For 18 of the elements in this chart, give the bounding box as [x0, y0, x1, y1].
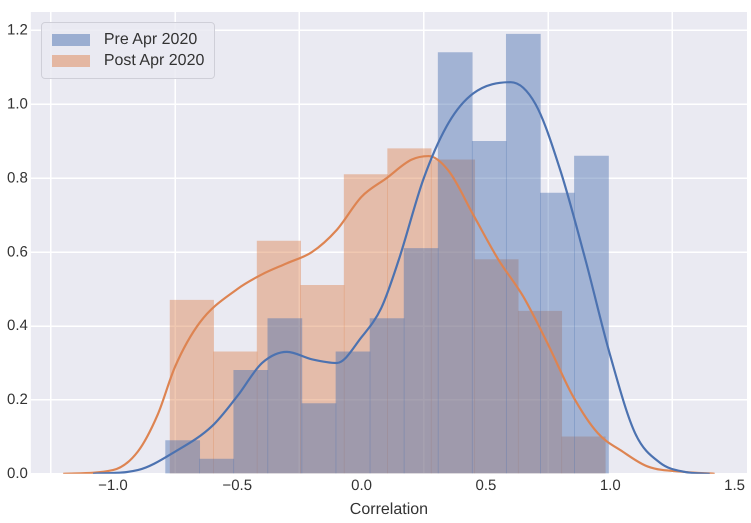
x-tick-label: 1.5: [724, 476, 745, 494]
line-series: [92, 81, 711, 474]
y-tick-label: 1.0: [6, 96, 28, 112]
line-series: [62, 154, 716, 474]
x-tick-label: −0.5: [222, 476, 252, 494]
x-tick-label: 1.0: [600, 476, 621, 494]
legend-label: Pre Apr 2020: [104, 31, 198, 49]
x-tick-label: 0.0: [351, 476, 372, 494]
x-axis-title: Correlation: [350, 500, 428, 518]
x-tick-label: −1.0: [98, 476, 128, 494]
y-tick-label: 0.6: [6, 243, 28, 260]
y-tick-label: 0.8: [6, 169, 28, 186]
y-tick-label: 0.0: [6, 464, 28, 482]
y-tick-label: 1.2: [6, 22, 28, 39]
y-tick-label: 0.4: [6, 317, 28, 334]
y-tick-label: 0.2: [6, 391, 28, 408]
x-tick-label: 0.5: [475, 476, 496, 494]
legend-label: Post Apr 2020: [104, 52, 204, 70]
